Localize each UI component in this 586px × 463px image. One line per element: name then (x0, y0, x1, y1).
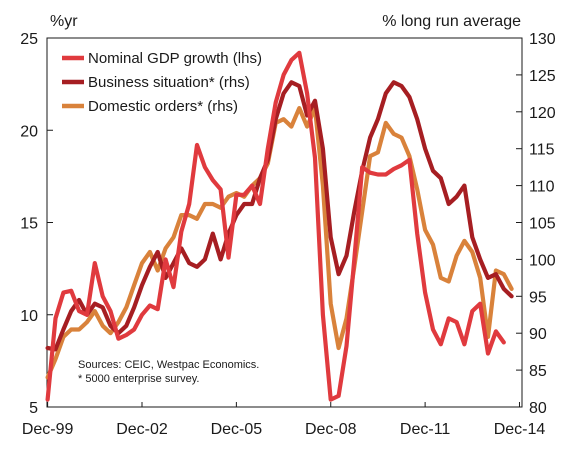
right-tick-label: 85 (529, 363, 547, 380)
x-tick-label: Dec-11 (400, 421, 450, 438)
legend-label-domestic-orders: Domestic orders* (rhs) (88, 98, 238, 115)
left-tick-label: 20 (20, 123, 38, 140)
x-tick-label: Dec-05 (211, 421, 263, 438)
left-axis-unit: %yr (50, 13, 78, 30)
nominal-gdp-growth-line (45, 50, 506, 402)
right-tick-label: 115 (529, 142, 555, 159)
right-tick-label: 105 (529, 216, 556, 233)
left-tick-label: 5 (29, 400, 38, 417)
left-tick-label: 25 (20, 31, 38, 48)
domestic-orders-line (45, 105, 514, 380)
x-tick-label: Dec-99 (22, 421, 74, 438)
right-tick-label: 80 (529, 400, 547, 417)
x-tick-label: Dec-14 (494, 421, 546, 438)
x-tick-label: Dec-02 (116, 421, 168, 438)
right-tick-label: 125 (529, 68, 556, 85)
source-note: Sources: CEIC, Westpac Economics. (78, 359, 259, 371)
legend: Nominal GDP growth (lhs) Business situat… (62, 50, 262, 115)
series-layer (45, 50, 514, 402)
right-axis-unit: % long run average (382, 13, 521, 30)
right-tick-label: 120 (529, 105, 556, 122)
source-notes: Sources: CEIC, Westpac Economics. * 5000… (78, 359, 259, 385)
right-tick-label: 90 (529, 326, 547, 343)
right-tick-label: 130 (529, 31, 556, 48)
left-tick-label: 15 (20, 216, 38, 233)
legend-label-business-situation: Business situation* (rhs) (88, 74, 250, 91)
axes-layer: 5 10 15 20 25 80 85 90 95 100 105 110 115 120 125 130 De… (20, 31, 556, 438)
left-tick-label: 10 (20, 308, 38, 325)
business-situation-line (45, 80, 514, 352)
survey-note: * 5000 enterprise survey. (78, 373, 199, 385)
right-tick-label: 95 (529, 289, 547, 306)
x-tick-label: Dec-08 (305, 421, 357, 438)
legend-label-nominal-gdp: Nominal GDP growth (lhs) (88, 50, 262, 67)
right-tick-label: 110 (529, 179, 555, 196)
right-tick-label: 100 (529, 252, 556, 269)
